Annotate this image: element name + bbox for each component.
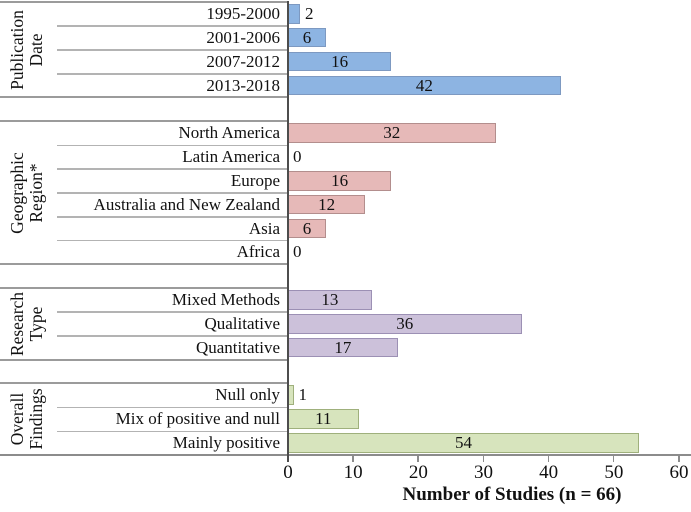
x-axis-tick [482,455,484,462]
bar-value-label: 12 [318,194,336,214]
category-label: North America [178,123,281,143]
bar-value-label: 16 [331,51,349,71]
bar-value-label: 17 [334,337,352,357]
category-separator-line [57,144,288,147]
group-label-line: Geographic [7,151,27,234]
bar-value-label: 11 [315,409,332,429]
category-separator-line [57,192,288,194]
category-label: Asia [248,218,280,238]
category-label: Mix of positive and null [115,409,280,429]
y-axis-line [287,1,289,462]
category-label: 2013-2018 [206,75,280,95]
category-separator-line [57,168,288,170]
bar-value-label: 13 [321,290,339,310]
category-label: Australia and New Zealand [93,194,280,214]
category-label: Qualitative [204,313,280,333]
group-boundary-line [0,1,288,3]
category-label: Latin America [182,147,280,167]
group-label: Overall Findings [7,388,46,450]
group-boundary-line [0,358,288,361]
group-label-line: Research [7,291,27,356]
category-label: Mixed Methods [171,290,280,310]
bar-value-label: 2 [305,4,314,23]
x-axis-tick [547,455,550,462]
group-label: Geographic Region* [7,151,46,234]
bar-value-label: 54 [454,433,472,453]
x-tick-label: 0 [283,461,293,483]
x-tick-label: 40 [539,461,559,483]
group-boundary-line [0,382,288,385]
x-axis-tick [678,455,680,462]
category-separator-line [57,49,288,51]
group-label-line: Region* [26,163,46,223]
bar-value-label: 1 [298,385,308,405]
x-axis-title: Number of Studies (n = 66) [402,484,622,505]
bar-value-label: 36 [396,313,414,333]
category-label: Null only [215,385,280,405]
group-boundary-line [0,263,288,266]
category-label: Europe [230,170,280,190]
category-separator-line [57,73,288,75]
group-label-line: Date [26,33,46,67]
bar-value-label: 42 [415,75,433,95]
category-separator-line [57,239,288,242]
group-label: Research Type [7,291,46,356]
group-boundary-line [0,120,288,123]
x-axis-tick [612,455,615,462]
group-label-line: Overall [7,393,27,446]
category-label: Quantitative [195,337,280,357]
x-tick-label: 60 [669,461,689,483]
group-label-line: Findings [26,388,46,450]
category-label: Mainly positive [172,433,280,453]
x-axis-tick [352,455,354,462]
group-boundary-line [0,287,288,290]
x-axis-tick [417,455,419,462]
x-axis-line [0,453,691,456]
bar-value-label: 6 [302,218,312,238]
bar-value-label: 16 [331,170,349,190]
category-separator-line [57,430,288,433]
x-tick-label: 10 [343,461,363,483]
category-separator-line [57,216,288,218]
bar-value-label: 32 [383,123,401,143]
group-label-line: Publication [7,9,27,90]
category-separator-line [57,406,288,409]
category-label: 2001-2006 [206,27,280,47]
category-separator-line [57,25,288,27]
x-tick-label: 30 [474,461,493,483]
group-label-line: Type [26,306,46,342]
bar-value-label: 6 [302,27,312,47]
category-separator-line [57,335,288,337]
category-separator-line [57,311,288,313]
category-label: 2007-2012 [206,51,280,71]
x-tick-label: 20 [408,461,428,483]
bar-value-label: 0 [293,242,302,262]
x-tick-label: 50 [604,461,624,483]
bar-value-label: 0 [293,147,302,167]
bar [288,4,301,24]
category-label: 1995-2000 [206,4,280,23]
group-label: Publication Date [7,9,46,90]
group-boundary-line [0,96,288,99]
category-label: Africa [236,242,280,262]
